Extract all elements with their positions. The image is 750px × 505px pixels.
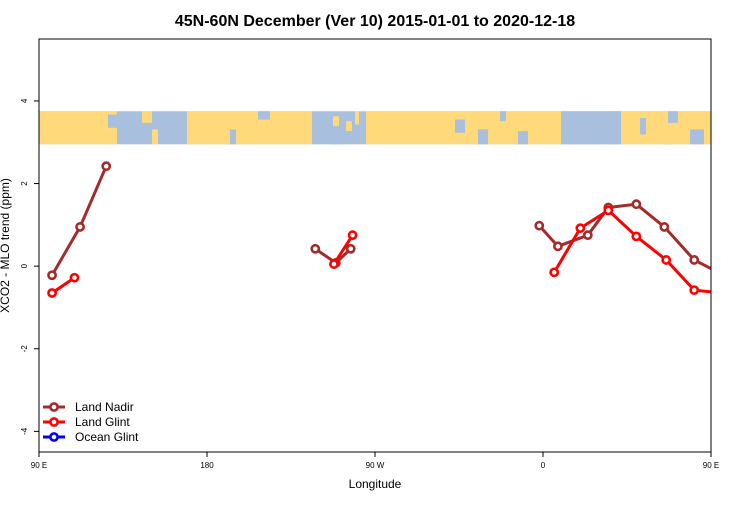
- map-water: [561, 111, 621, 145]
- legend-marker-land-glint: [49, 417, 59, 427]
- y-tick-label: 2: [20, 181, 29, 186]
- map-land: [39, 111, 117, 145]
- data-point-land-nadir: [101, 161, 112, 172]
- data-point-land-glint: [603, 205, 614, 216]
- x-tick-label: 180: [200, 461, 214, 470]
- x-tick-label: 90 E: [31, 461, 47, 470]
- data-point-land-glint: [347, 230, 358, 241]
- data-point-land-nadir: [747, 223, 750, 230]
- legend-label-ocean-glint: Ocean Glint: [75, 430, 139, 444]
- data-point-land-nadir: [310, 243, 321, 254]
- data-point-land-glint: [631, 231, 642, 242]
- data-point-land-glint: [689, 285, 700, 296]
- data-point-land-nadir: [534, 220, 545, 231]
- map-land: [187, 111, 312, 145]
- map-water: [258, 111, 270, 120]
- data-point-land-glint: [719, 289, 726, 296]
- map-water: [668, 111, 678, 123]
- x-tick-label: 90 W: [366, 461, 385, 470]
- map-water: [690, 129, 704, 145]
- map-land: [346, 121, 352, 132]
- x-axis-ticks: 90 E 180 90 W 0 90 E: [31, 452, 719, 470]
- data-point-land-nadir: [659, 222, 670, 232]
- y-tick-label: 4: [20, 98, 29, 103]
- data-point-land-glint: [743, 274, 750, 281]
- map-land: [142, 111, 152, 123]
- map-water: [478, 129, 488, 145]
- data-point-land-nadir: [345, 243, 356, 254]
- map-land: [152, 129, 158, 145]
- world-map-band: [39, 111, 711, 145]
- map-water: [330, 127, 346, 145]
- data-point-land-nadir: [47, 270, 57, 281]
- x-axis-label: Longitude: [349, 477, 402, 491]
- map-water: [500, 111, 506, 122]
- map-water: [230, 129, 236, 145]
- y-tick-label: -2: [20, 345, 29, 353]
- map-water: [108, 114, 118, 128]
- map-water: [640, 117, 646, 135]
- map-land: [333, 116, 339, 127]
- y-axis-label: XCO2 - MLO trend (ppm): [0, 178, 12, 313]
- y-tick-label: -4: [20, 427, 29, 435]
- legend-label-land-nadir: Land Nadir: [75, 400, 134, 414]
- data-point-land-nadir: [553, 241, 563, 252]
- chart-title: 45N-60N December (Ver 10) 2015-01-01 to …: [175, 13, 575, 30]
- map-water: [455, 119, 465, 133]
- data-point-land-nadir: [582, 230, 593, 241]
- data-point-land-glint: [69, 272, 80, 283]
- series-line-land-nadir: [538, 202, 711, 271]
- x-tick-label: 0: [541, 461, 546, 470]
- plot-frame: [38, 38, 712, 453]
- series-layer: [47, 161, 750, 298]
- series-line-land-glint: [332, 234, 354, 265]
- legend-marker-ocean-glint: [49, 432, 59, 442]
- data-point-land-glint: [661, 255, 672, 265]
- map-water: [518, 131, 528, 145]
- data-point-land-glint: [329, 259, 339, 269]
- map-water: [132, 126, 138, 140]
- data-point-land-nadir: [75, 222, 85, 232]
- y-tick-label: 0: [20, 263, 29, 268]
- series-line-land-nadir: [50, 165, 108, 276]
- data-point-land-glint: [47, 288, 57, 298]
- data-point-land-nadir: [631, 199, 642, 210]
- series-line-land-glint: [552, 208, 711, 294]
- legend-marker-land-nadir: [49, 402, 59, 412]
- data-point-land-glint: [549, 267, 560, 278]
- legend-label-land-glint: Land Glint: [75, 415, 130, 429]
- data-point-land-glint: [575, 223, 586, 234]
- map-land: [366, 111, 411, 145]
- data-point-land-nadir: [689, 255, 700, 265]
- y-axis-ticks: -4 -2 0 2 4: [20, 98, 39, 435]
- data-point-land-nadir: [720, 272, 727, 279]
- map-land: [355, 111, 359, 125]
- x-tick-label: 90 E: [703, 461, 719, 470]
